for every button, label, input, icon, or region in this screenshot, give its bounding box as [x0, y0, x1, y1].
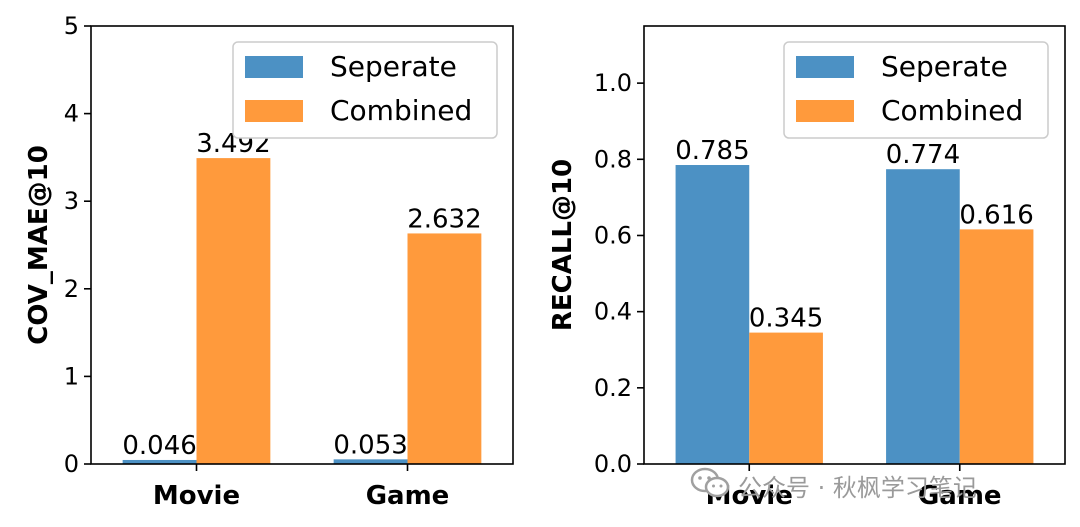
- x-tick-label: Game: [366, 481, 450, 511]
- data-label: 0.345: [749, 304, 823, 334]
- bar-seperate-game: [333, 459, 408, 464]
- data-label: 0.046: [122, 431, 196, 461]
- data-label: 0.053: [333, 430, 407, 460]
- legend-swatch-seperate: [245, 56, 303, 78]
- data-label: 0.774: [886, 140, 960, 170]
- y-tick-label: 0.0: [594, 450, 632, 478]
- y-tick-label: 5: [64, 12, 79, 40]
- legend-label: Combined: [881, 94, 1023, 127]
- y-tick-label: 0.6: [594, 221, 632, 249]
- y-tick-label: 4: [64, 100, 79, 128]
- bar-combined-game: [407, 233, 482, 464]
- legend-swatch-seperate: [796, 56, 854, 78]
- bar-combined-movie: [749, 332, 823, 464]
- legend-label: Seperate: [330, 50, 457, 83]
- bar-combined-game: [959, 229, 1034, 464]
- x-tick-label: Game: [918, 481, 1002, 511]
- watermark: 公众号 · 秋枫学习笔记: [690, 466, 1060, 502]
- bar-seperate-game: [886, 169, 960, 464]
- legend-swatch-combined: [796, 100, 854, 122]
- bar-seperate-movie: [675, 165, 750, 464]
- legend-swatch-combined: [245, 100, 303, 122]
- data-label: 2.632: [407, 204, 481, 234]
- y-tick-label: 0.8: [594, 145, 632, 173]
- data-label: 0.616: [959, 200, 1033, 230]
- y-tick-label: 2: [64, 275, 79, 303]
- y-tick-label: 0.2: [594, 374, 632, 402]
- y-axis-label: RECALL@10: [548, 159, 578, 331]
- bar-seperate-movie: [122, 459, 197, 464]
- y-tick-label: 1.0: [594, 69, 632, 97]
- y-tick-label: 0.4: [594, 298, 632, 326]
- data-label: 0.785: [675, 136, 749, 166]
- y-tick-label: 0: [64, 450, 79, 478]
- y-tick-label: 1: [64, 362, 79, 390]
- axes-frame: [90, 25, 514, 465]
- legend-label: Combined: [330, 94, 472, 127]
- axes-frame: [643, 25, 1066, 465]
- bar-combined-movie: [196, 158, 271, 464]
- watermark-text: 公众号 · 秋枫学习笔记: [738, 474, 977, 502]
- y-axis-label: COV_MAE@10: [24, 145, 54, 345]
- legend-label: Seperate: [881, 50, 1008, 83]
- y-tick-label: 3: [64, 187, 79, 215]
- wechat-icon: [690, 467, 730, 498]
- x-tick-label: Movie: [153, 481, 240, 511]
